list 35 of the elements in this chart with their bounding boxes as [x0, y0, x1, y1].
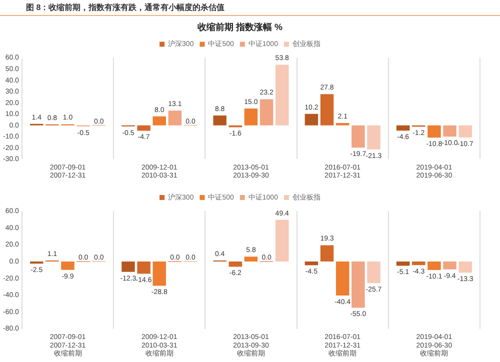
- bar: [30, 261, 44, 264]
- bar: [396, 125, 410, 131]
- bar: [428, 261, 441, 270]
- bar: [320, 94, 334, 126]
- bar: [443, 261, 456, 270]
- bar: [152, 261, 166, 286]
- bar: [352, 261, 365, 308]
- bar: [152, 116, 166, 126]
- bar: [320, 245, 334, 262]
- bar: [213, 115, 226, 126]
- bar: [352, 125, 365, 148]
- bar: [260, 99, 274, 126]
- bar: [137, 125, 150, 131]
- bar: [396, 261, 410, 266]
- caption: 图 8：收缩前期，指数有涨有跌，通常有小幅度的杀估值: [0, 0, 500, 16]
- bar: [443, 125, 456, 137]
- bar: [122, 261, 135, 272]
- bar: [304, 114, 318, 126]
- bar: [276, 64, 289, 126]
- bar: [168, 110, 182, 126]
- bar: [137, 261, 150, 274]
- bar: [61, 261, 74, 270]
- chart-title: 收缩前期 指数涨幅 %: [197, 22, 283, 32]
- bar: [304, 261, 318, 266]
- bar: [228, 261, 242, 267]
- bar: [428, 125, 441, 138]
- bar: [367, 125, 380, 150]
- bar: [244, 108, 258, 126]
- bar: [336, 261, 350, 296]
- bar: [244, 256, 258, 262]
- bar: [276, 220, 289, 262]
- bar: [458, 125, 472, 138]
- bar: [367, 261, 380, 284]
- bar: [458, 261, 472, 273]
- bar: [412, 261, 426, 266]
